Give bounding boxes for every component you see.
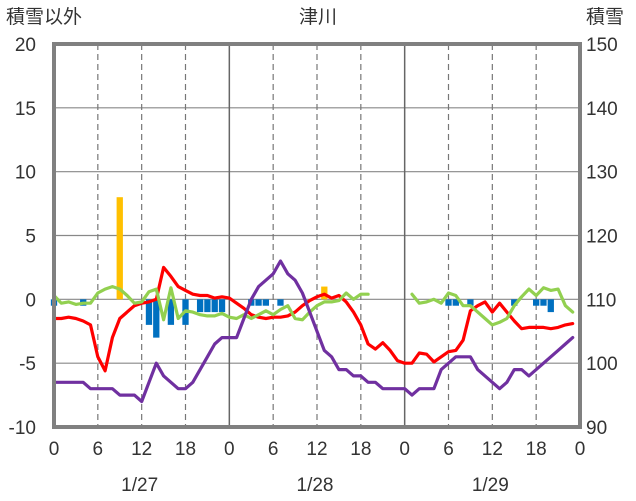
x-tick-label: 12 bbox=[306, 439, 327, 460]
x-tick-label: 0 bbox=[575, 439, 586, 460]
bar bbox=[467, 299, 474, 306]
x-tick-label: 18 bbox=[175, 439, 196, 460]
left-tick-label: 5 bbox=[25, 227, 36, 248]
left-tick-label: 15 bbox=[15, 99, 36, 120]
bar bbox=[445, 299, 452, 306]
bar-layer bbox=[50, 197, 554, 338]
plot-frame bbox=[52, 42, 582, 429]
gridlines bbox=[54, 44, 580, 427]
right-tick-label: 140 bbox=[586, 99, 618, 120]
bar bbox=[262, 299, 270, 306]
right-tick-label: 120 bbox=[586, 227, 618, 248]
series-line bbox=[52, 259, 575, 404]
left-tick-label: -10 bbox=[9, 418, 36, 439]
left-tick-label: 0 bbox=[25, 290, 36, 311]
x-tick-label: 0 bbox=[49, 439, 60, 460]
x-tick-label: 12 bbox=[482, 439, 503, 460]
bar bbox=[145, 299, 153, 325]
x-date-label: 1/27 bbox=[121, 475, 158, 496]
bar bbox=[511, 299, 518, 306]
bar bbox=[218, 299, 226, 313]
right-tick-label: 90 bbox=[586, 418, 607, 439]
bar bbox=[204, 299, 211, 313]
right-tick-label: 100 bbox=[586, 354, 618, 375]
left-tick-label: -5 bbox=[19, 354, 36, 375]
x-tick-label: 6 bbox=[93, 439, 104, 460]
right-tick-label: 130 bbox=[586, 163, 618, 184]
x-tick-label: 6 bbox=[268, 439, 279, 460]
bar bbox=[540, 299, 547, 306]
x-date-label: 1/29 bbox=[472, 475, 509, 496]
x-tick-label: 6 bbox=[443, 439, 454, 460]
x-date-label: 1/28 bbox=[297, 475, 334, 496]
bar bbox=[277, 299, 284, 306]
bar bbox=[116, 197, 123, 300]
left-axis-title: 積雪以外 bbox=[6, 6, 82, 28]
x-tick-label: 18 bbox=[526, 439, 547, 460]
bar bbox=[255, 299, 262, 306]
x-tick-label: 0 bbox=[224, 439, 235, 460]
x-tick-label: 12 bbox=[131, 439, 152, 460]
x-tick-label: 0 bbox=[399, 439, 410, 460]
right-tick-label: 110 bbox=[586, 290, 616, 311]
right-axis-title: 積雪 bbox=[586, 6, 624, 28]
right-tick-label: 150 bbox=[586, 35, 618, 56]
series-line bbox=[52, 285, 370, 322]
bar bbox=[211, 299, 218, 313]
bar bbox=[533, 299, 540, 306]
bar bbox=[547, 299, 554, 313]
series-line bbox=[410, 286, 575, 327]
left-tick-label: 20 bbox=[15, 35, 36, 56]
x-tick-label: 18 bbox=[350, 439, 371, 460]
bar bbox=[196, 299, 204, 313]
line-layer bbox=[52, 259, 575, 404]
left-tick-label: 10 bbox=[15, 163, 36, 184]
bar bbox=[167, 299, 175, 325]
bar bbox=[452, 299, 459, 306]
bar bbox=[153, 299, 160, 338]
chart-title: 津川 bbox=[299, 6, 337, 28]
